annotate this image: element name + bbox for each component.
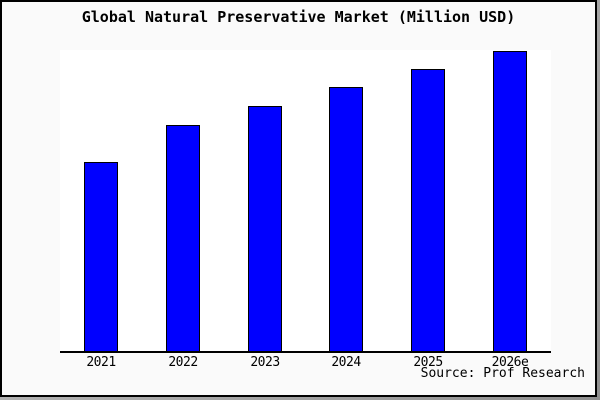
bar-2026e [493,51,527,351]
x-axis-labels: 2021 2022 2023 2024 2025 2026e [60,355,551,371]
bar-2023 [248,106,282,351]
x-tick-label: 2022 [168,355,198,370]
source-credit: Source: Prof Research [420,366,585,381]
x-tick-label: 2021 [86,355,116,370]
x-tick-label: 2025 [413,355,443,370]
bar-2025 [411,69,445,351]
x-tick-label: 2024 [331,355,361,370]
bar-2024 [329,87,363,351]
x-tick-label: 2023 [250,355,280,370]
chart-title: Global Natural Preservative Market (Mill… [81,8,516,26]
bar-2022 [166,125,200,351]
plot-area [60,50,551,353]
x-tick-label: 2026e [491,355,529,370]
bar-2021 [84,162,118,351]
